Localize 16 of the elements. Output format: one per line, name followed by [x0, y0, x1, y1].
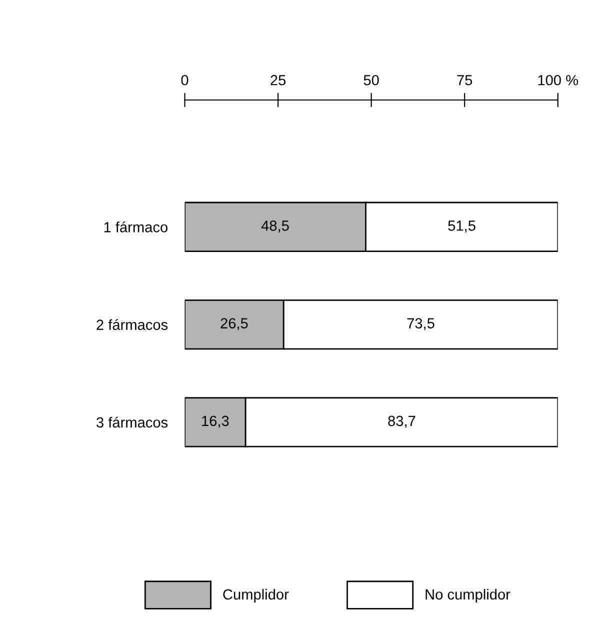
- legend-label: No cumplidor: [426, 588, 510, 602]
- data-label: 51,5: [448, 220, 476, 233]
- x-tick-label: 50: [364, 74, 379, 86]
- x-tick-label: 25: [270, 74, 286, 86]
- legend-label: Cumplidor: [223, 588, 289, 602]
- data-label: 48,5: [261, 220, 289, 233]
- y-tick-label: 1 fármaco: [104, 221, 168, 232]
- x-tick-label: 75: [457, 75, 472, 86]
- y-tick-label: 3 fármacos: [96, 416, 168, 428]
- data-label: 73,5: [407, 318, 434, 330]
- data-label: 16,3: [202, 416, 229, 428]
- x-tick-label: 0: [181, 74, 188, 86]
- data-label: 83,7: [388, 416, 416, 428]
- y-tick-label: 2 fármacos: [96, 319, 168, 330]
- data-label: 26,5: [220, 318, 248, 330]
- x-tick-label: 100 %: [538, 74, 578, 86]
